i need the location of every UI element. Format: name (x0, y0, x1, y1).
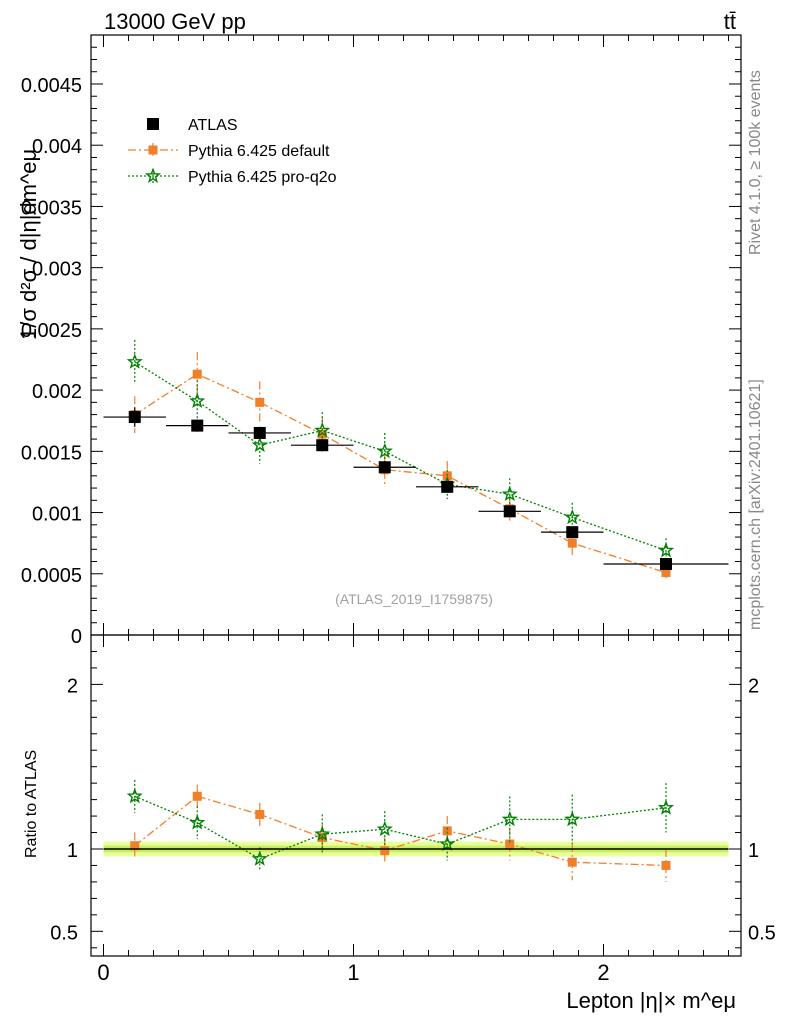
ratio-y-tick-label: 1 (67, 840, 78, 862)
pythia-6-425-default-ratio-point (442, 826, 452, 836)
axis-ticks: 0 1 2 0 0.0005 0.001 0.0015 0.002 0.0025 0.003 0.0… (21, 34, 776, 985)
pythia-6-425-pro-q2o-point (251, 436, 268, 453)
pythia-6-425-pro-q2o-ratio-point (376, 820, 393, 837)
atlas-point (660, 557, 672, 570)
main-y-tick-label: 0.0035 (21, 197, 82, 219)
pythia-6-425-default-ratio-point (661, 860, 671, 870)
pythia-6-425-pro-q2o-point (376, 442, 393, 459)
pythia-6-425-pro-q2o-point (564, 508, 581, 525)
pythia-6-425-pro-q2o-ratio-point (189, 814, 206, 830)
pythia-6-425-default-point (317, 429, 327, 439)
pythia-6-425-default-point (567, 538, 577, 548)
x-axis-label: Lepton |η|× m^eμ (566, 988, 736, 1013)
pythia-6-425-default-point (255, 397, 265, 407)
pythia-6-425-default-point (661, 568, 671, 578)
pythia-6-425-default-line (134, 373, 667, 574)
legend: ATLAS Pythia 6.425 default Pythia 6.425 pr… (128, 117, 337, 186)
legend-marker-pythia-6-425-default (148, 145, 158, 155)
legend-marker-pythia-6-425-pro-q2o (144, 167, 162, 183)
pythia-6-425-pro-q2o-point (189, 392, 206, 409)
pythia-6-425-pro-q2o-line (134, 361, 667, 552)
pythia-6-425-pro-q2o-point (657, 541, 675, 558)
atlas-point (253, 426, 266, 439)
pythia-6-425-pro-q2o-ratio-point (564, 810, 581, 827)
main-y-tick-label: 0.004 (32, 136, 82, 158)
ratio-y-tick-label: 2 (67, 675, 78, 697)
analysis-watermark: (ATLAS_2019_I1759875) (335, 591, 493, 607)
pythia-6-425-default-ratio-point (130, 841, 140, 851)
pythia-6-425-pro-q2o-ratio-point (501, 810, 518, 827)
atlas-point (191, 419, 204, 432)
ratio-y-tick-label-right: 2 (748, 675, 759, 697)
x-tick-label: 2 (597, 960, 609, 985)
main-y-tick-label: 0.0045 (21, 75, 82, 97)
atlas-point (316, 439, 329, 452)
pythia-6-425-pro-q2o-ratio-line (134, 795, 667, 860)
legend-label-pythia-6-425-default: Pythia 6.425 default (188, 143, 330, 160)
pythia-6-425-default-ratio-point (567, 857, 577, 867)
x-tick-label: 1 (347, 960, 359, 985)
panel-frames (90, 34, 742, 957)
main-panel (103, 339, 729, 580)
pythia-6-425-pro-q2o-ratio-point (126, 787, 143, 804)
main-y-tick-label: 0.0015 (21, 442, 82, 464)
pythia-6-425-pro-q2o-point (314, 422, 331, 438)
rivet-label: Rivet 4.1.0, ≥ 100k events (747, 70, 764, 255)
main-y-tick-label: 0 (71, 626, 82, 648)
ratio-y-tick-label-right: 1 (748, 840, 759, 862)
atlas-point (566, 526, 579, 539)
pythia-6-425-default-ratio-point (380, 846, 390, 856)
mcplots-label: mcplots.cern.ch [arXiv:2401.10621] (747, 379, 764, 630)
pythia-6-425-default-point (192, 369, 202, 379)
legend-marker-atlas (147, 118, 159, 130)
main-y-axis-label: 1/σ d²σ / d|η|dm^eμ (16, 149, 41, 340)
ratio-frame (90, 634, 742, 957)
legend-label-atlas: ATLAS (188, 117, 238, 134)
pythia-6-425-pro-q2o-ratio-point (657, 799, 675, 815)
process-label: tt̄ (724, 9, 736, 34)
pythia-6-425-pro-q2o-ratio-point (314, 825, 331, 842)
pythia-6-425-default-ratio-point (192, 791, 202, 801)
pythia-6-425-default-ratio-point (255, 809, 265, 819)
main-y-tick-label: 0.0025 (21, 320, 82, 342)
atlas-point (128, 411, 141, 424)
main-y-tick-label: 0.0005 (21, 565, 82, 587)
legend-label-pythia-6-425-pro-q2o: Pythia 6.425 pro-q2o (188, 169, 337, 186)
pythia-6-425-pro-q2o-point (126, 353, 143, 369)
x-tick-label: 0 (97, 960, 109, 985)
pythia-6-425-pro-q2o-ratio-point (251, 850, 268, 866)
main-y-tick-label: 0.002 (32, 381, 82, 403)
pythia-6-425-pro-q2o-point (501, 485, 518, 502)
pythia-6-425-default-point (442, 471, 452, 481)
atlas-point (441, 480, 454, 493)
ratio-y-axis-label: Ratio to ATLAS (23, 750, 40, 858)
ratio-y-tick-label-right: 0.5 (748, 922, 776, 944)
ratio-panel (103, 779, 729, 882)
pythia-6-425-default-ratio-point (505, 839, 515, 849)
pythia-6-425-pro-q2o-ratio-point (439, 835, 456, 851)
ratio-y-tick-label: 0.5 (50, 922, 78, 944)
atlas-point (503, 505, 516, 518)
energy-label: 13000 GeV pp (104, 9, 246, 34)
main-y-tick-label: 0.003 (32, 259, 82, 281)
main-y-tick-label: 0.001 (32, 504, 82, 526)
atlas-point (378, 461, 391, 474)
